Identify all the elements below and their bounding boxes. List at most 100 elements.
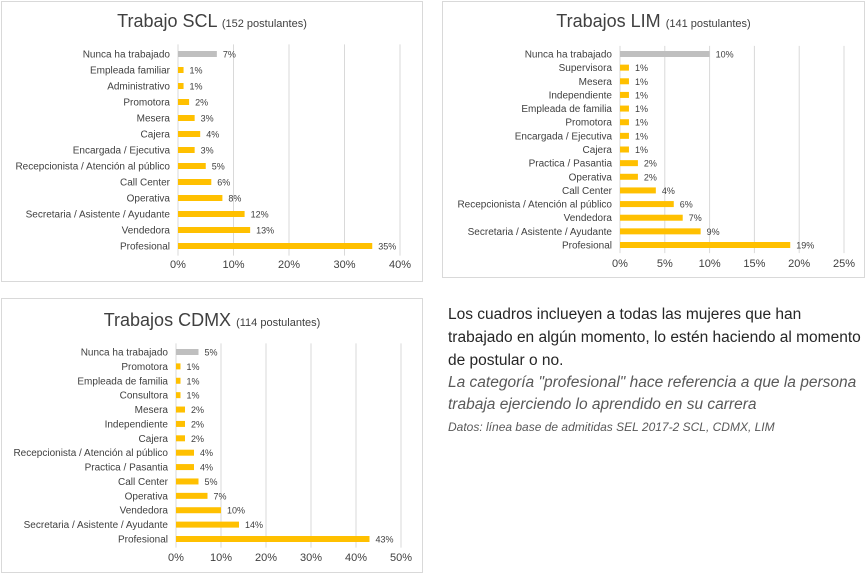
data-label: 1% [187,362,200,372]
category-label: Profesional [118,535,168,546]
category-label: Operativa [127,194,171,205]
chart-title-text: Trabajos CDMX [103,310,232,330]
category-label: Mesera [579,77,613,88]
category-label: Empleada de familia [521,104,612,115]
category-label: Encargada / Ejecutiva [73,146,171,157]
chart-subtitle: (152 postulantes) [221,18,307,30]
data-label: 4% [206,130,219,140]
bar [178,227,251,233]
data-label: 35% [378,242,396,252]
bar [620,160,638,167]
category-label: Nunca ha trabajado [83,50,171,61]
category-label: Vendedora [564,213,613,224]
x-tick-label: 40% [345,552,367,564]
bar [178,99,190,105]
bar [176,478,199,485]
data-label: 9% [707,227,720,237]
bar [176,406,185,413]
data-label: 2% [191,405,204,415]
bar [620,187,656,194]
bar [620,64,629,71]
bar-chart-lim: 0% 5% 10% 15% 20% 25% Nunca ha trabajado 10% Sup… [457,45,855,270]
bar [620,173,638,180]
bar [178,83,184,89]
category-label: Call Center [120,178,171,189]
category-label: Cajera [583,145,613,156]
data-label: 1% [635,145,648,155]
x-tick-label: 25% [833,258,855,270]
bar-chart-scl: 0% 10% 20% 30% 40% Nunca ha trabajado 7% Emplea… [15,44,411,271]
data-label: 3% [201,114,214,124]
data-label: 3% [201,146,214,156]
category-label: Secretaria / Asistente / Ayudante [24,520,169,531]
category-label: Administrativo [107,82,170,93]
bar [176,435,185,442]
data-label: 1% [187,391,200,401]
data-label: 12% [251,210,269,220]
bar [176,449,194,456]
bar [176,492,208,499]
category-label: Encargada / Ejecutiva [515,131,613,142]
bar [620,105,629,112]
data-label: 4% [200,463,213,473]
category-label: Mesera [135,405,169,416]
bar [176,507,221,514]
bar [620,78,629,85]
category-label: Operativa [125,491,169,502]
data-label: 2% [644,172,657,182]
bar [178,211,245,217]
category-label: Independiente [549,90,613,101]
note-main-text: Los cuadros inclueyen a todas las mujere… [448,306,861,369]
chart-title-cdmx: Trabajos CDMX (114 postulantes) [2,310,422,331]
data-label: 7% [223,50,236,60]
data-label: 2% [191,434,204,444]
category-label: Cajera [141,130,171,141]
category-label: Profesional [562,241,612,252]
bar [176,349,199,355]
x-tick-label: 10% [699,258,721,270]
chart-panel-lim: Trabajos LIM (141 postulantes) 0% 5% 10% 15… [442,1,865,278]
category-label: Recepcionista / Atención al público [457,200,612,211]
category-label: Nunca ha trabajado [81,348,169,359]
bar [178,195,223,201]
data-label: 10% [716,50,734,60]
category-label: Practica / Pasantia [85,463,169,474]
category-label: Call Center [118,477,169,488]
category-label: Practica / Pasantia [529,159,613,170]
chart-subtitle: (114 postulantes) [236,317,321,329]
x-tick-label: 10% [210,552,232,564]
data-label: 4% [662,186,675,196]
bar [620,51,710,57]
x-tick-label: 30% [333,259,355,271]
data-label: 1% [190,66,203,76]
data-label: 2% [195,98,208,108]
data-label: 6% [680,200,693,210]
data-label: 5% [212,162,225,172]
chart-title-lim: Trabajos LIM (141 postulantes) [443,11,864,32]
x-tick-label: 0% [612,258,628,270]
category-label: Vendedora [122,226,171,237]
x-tick-label: 40% [389,259,411,271]
bar [176,392,181,399]
chart-title-text: Trabajo SCL [117,11,217,31]
x-tick-label: 30% [300,552,322,564]
bar [176,377,181,384]
data-label: 7% [689,213,702,223]
data-label: 2% [191,419,204,429]
category-label: Empleada familiar [90,66,171,77]
chart-panel-cdmx: Trabajos CDMX (114 postulantes) 0% 10% 20%… [1,298,423,573]
category-label: Operativa [569,172,613,183]
data-label: 4% [200,448,213,458]
bar [620,201,674,208]
category-label: Nunca ha trabajado [525,50,613,61]
category-label: Empleada de familia [77,376,168,387]
data-label: 1% [187,376,200,386]
category-label: Promotora [123,98,170,109]
bar [178,51,217,57]
x-tick-label: 15% [743,258,765,270]
data-label: 2% [644,159,657,169]
bar [178,163,206,169]
category-label: Vendedora [120,506,169,517]
bar-chart-cdmx: 0% 10% 20% 30% 40% 50% Nunca ha trabajado 5% Pro… [13,343,412,564]
category-label: Cajera [139,434,169,445]
